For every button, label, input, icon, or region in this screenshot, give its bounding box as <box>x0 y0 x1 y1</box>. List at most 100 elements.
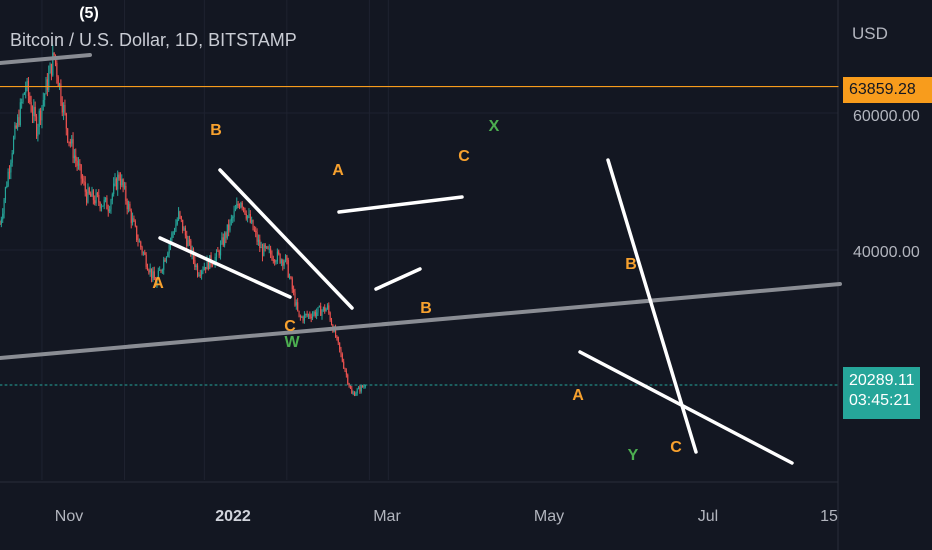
candle-body <box>263 244 265 257</box>
candle-body <box>188 240 191 242</box>
candle-body <box>90 193 92 197</box>
candle-body <box>306 314 308 316</box>
candle-body <box>234 208 237 211</box>
resistance-price-tag: 63859.28 <box>843 77 932 103</box>
candle-body <box>148 270 150 273</box>
candle-body <box>160 269 162 272</box>
candle-body <box>33 106 35 117</box>
candle-body <box>80 164 82 179</box>
candle-body <box>60 83 62 103</box>
candle-body <box>299 315 301 318</box>
candle-body <box>37 126 39 137</box>
candle-body <box>152 271 154 279</box>
candle-body <box>264 244 266 248</box>
x-tick-nov: Nov <box>54 508 84 525</box>
candle-body <box>244 208 246 214</box>
candle-body <box>314 311 316 317</box>
candle-body <box>176 219 178 225</box>
candle-body <box>69 141 71 144</box>
candle-body <box>11 153 13 163</box>
candle-body <box>343 361 345 369</box>
candle-body <box>155 279 157 287</box>
y-tick-40000: 40000.00 <box>853 244 920 261</box>
candle-body <box>8 171 11 173</box>
candle-body <box>313 311 315 315</box>
candle-body <box>221 237 223 244</box>
candle-body <box>307 314 310 316</box>
candle-body <box>278 251 280 254</box>
current-price-value: 20289.11 <box>849 372 915 389</box>
currency-label: USD <box>852 24 888 43</box>
candle-body <box>180 216 182 220</box>
candle-body <box>2 213 4 220</box>
candle-body <box>96 193 99 195</box>
candle-body <box>163 259 165 270</box>
candle-body <box>249 213 251 223</box>
candle-body <box>266 246 268 248</box>
chart-grid <box>0 0 839 550</box>
candle-body <box>353 392 356 396</box>
candle-body <box>259 239 261 249</box>
candle-body <box>363 386 365 388</box>
candle-body <box>236 203 238 209</box>
candle-body <box>190 240 192 255</box>
candle-body <box>36 116 38 137</box>
candle-body <box>56 62 58 77</box>
candle-body <box>65 113 67 129</box>
candle-body <box>349 386 352 389</box>
candle-body <box>237 203 239 206</box>
candle-body <box>83 181 85 183</box>
candle-body <box>182 219 184 231</box>
symbol-title[interactable]: Bitcoin / U.S. Dollar, 1D, BITSTAMP <box>10 30 297 50</box>
candle-body <box>321 310 323 316</box>
wave-label-5: (5) <box>79 5 99 22</box>
candle-body <box>59 83 61 87</box>
candle-body <box>110 200 112 210</box>
candle-body <box>77 163 80 166</box>
wave-label-c2: C <box>458 148 470 165</box>
candle-body <box>290 276 292 279</box>
wave-label-y: Y <box>627 447 639 464</box>
candle-body <box>31 111 34 117</box>
candle-body <box>302 316 304 321</box>
candle-body <box>362 385 364 388</box>
candle-body <box>117 174 119 190</box>
x-tick-jul: Jul <box>697 508 719 525</box>
candle-body <box>260 247 262 249</box>
candle-body <box>144 252 146 255</box>
candle-body <box>187 240 189 247</box>
candle-body <box>324 306 326 312</box>
wave-label-x: X <box>488 118 500 135</box>
candle-body <box>268 248 270 250</box>
candle-body <box>213 264 215 266</box>
candle-body <box>279 253 281 263</box>
candle-body <box>134 221 136 226</box>
candle-body <box>276 251 278 262</box>
wedge1-lower-line <box>158 236 292 299</box>
candle-body <box>318 306 320 308</box>
candle-body <box>71 139 73 144</box>
candle-body <box>297 302 299 311</box>
candle-body <box>153 271 155 280</box>
candle-body <box>87 187 89 203</box>
candle-body <box>161 269 163 272</box>
candle-body <box>168 245 170 254</box>
candle-body <box>29 95 31 103</box>
candle-body <box>289 276 291 278</box>
wave-label-w: W <box>284 334 300 351</box>
candle-body <box>50 63 53 76</box>
candle-body <box>18 117 20 125</box>
candle-body <box>205 266 207 270</box>
candle-body <box>238 205 241 208</box>
candle-body <box>0 219 2 225</box>
candle-body <box>63 104 65 113</box>
candle-body <box>172 232 174 234</box>
candle-body <box>23 92 25 95</box>
candle-body <box>111 194 113 201</box>
candle-body <box>351 388 353 394</box>
candle-body <box>13 137 15 154</box>
candle-body <box>247 215 249 219</box>
candle-body <box>359 387 361 392</box>
candle-body <box>305 314 307 316</box>
